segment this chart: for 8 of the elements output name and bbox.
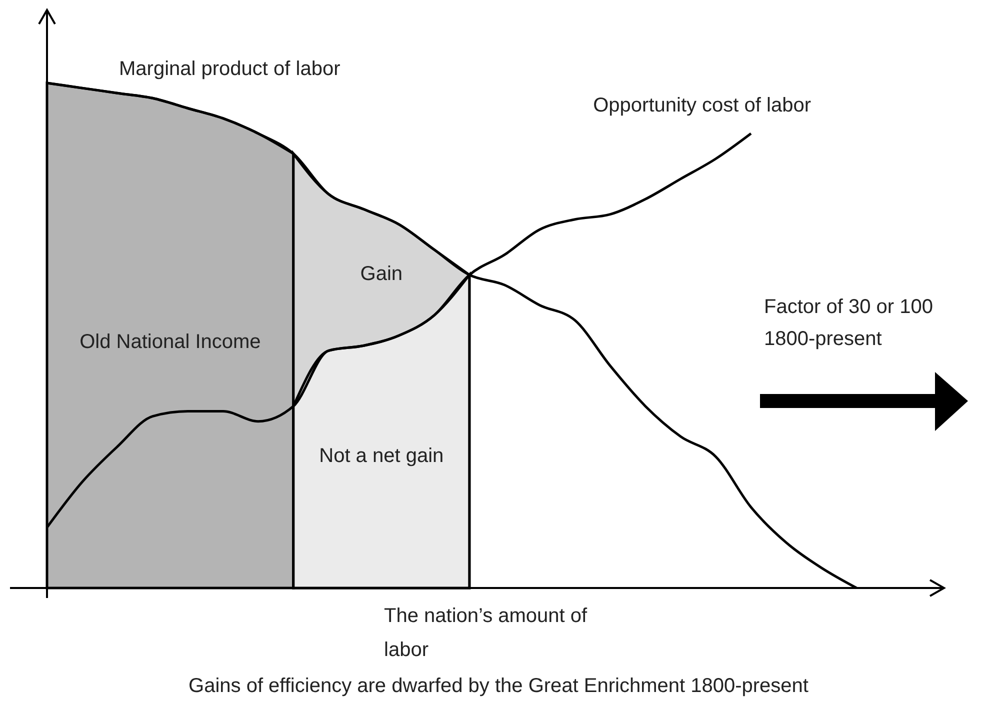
text: Opportunity cost of labor (593, 94, 812, 116)
series-label: Old National Income (80, 331, 261, 354)
text: Gains of efficiency are dwarfed by the Great Enrichment 1800-present (188, 675, 809, 697)
annotation: Factor of 30 or 100 1800-present (764, 296, 933, 350)
series-label: Gain (360, 262, 403, 285)
series-label: Not a net gain (319, 444, 444, 467)
x-axis-title: The nation’s amount of labor (384, 605, 588, 661)
series-label: Marginal product of labor (119, 58, 341, 80)
